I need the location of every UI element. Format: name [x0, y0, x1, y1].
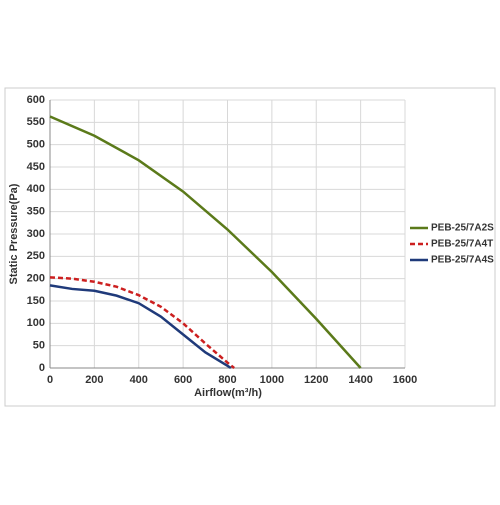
y-tick-label: 250: [27, 250, 45, 262]
x-tick-label: 800: [218, 374, 236, 386]
legend-label: PEB-25/7A4S: [431, 255, 494, 266]
y-tick-label: 600: [27, 94, 45, 106]
x-tick-label: 600: [174, 374, 192, 386]
y-tick-label: 200: [27, 273, 45, 285]
x-tick-label: 1000: [260, 374, 284, 386]
series-line: [49, 284, 232, 370]
x-tick-label: 0: [47, 374, 53, 386]
x-tick-label: 200: [85, 374, 103, 386]
x-axis-label: Airflow(m³/h): [194, 387, 262, 399]
y-tick-label: 300: [27, 228, 45, 240]
y-tick-label: 400: [27, 183, 45, 195]
legend-label: PEB-25/7A4T: [431, 239, 493, 250]
y-tick-label: 500: [27, 139, 45, 151]
y-tick-label: 150: [27, 295, 45, 307]
x-tick-label: 1600: [393, 374, 417, 386]
y-tick-label: 350: [27, 206, 45, 218]
series-line: [49, 115, 362, 369]
legend-label: PEB-25/7A2S: [431, 223, 494, 234]
x-tick-label: 1200: [304, 374, 328, 386]
x-tick-label: 400: [130, 374, 148, 386]
y-tick-label: 100: [27, 317, 45, 329]
series-line: [49, 276, 235, 369]
y-tick-label: 450: [27, 161, 45, 173]
y-tick-label: 550: [27, 116, 45, 128]
y-axis-label: Static Pressure(Pa): [8, 183, 20, 284]
y-tick-label: 50: [33, 340, 45, 352]
chart-frame: [4, 87, 496, 407]
x-tick-label: 1400: [348, 374, 372, 386]
y-tick-label: 0: [39, 362, 45, 374]
